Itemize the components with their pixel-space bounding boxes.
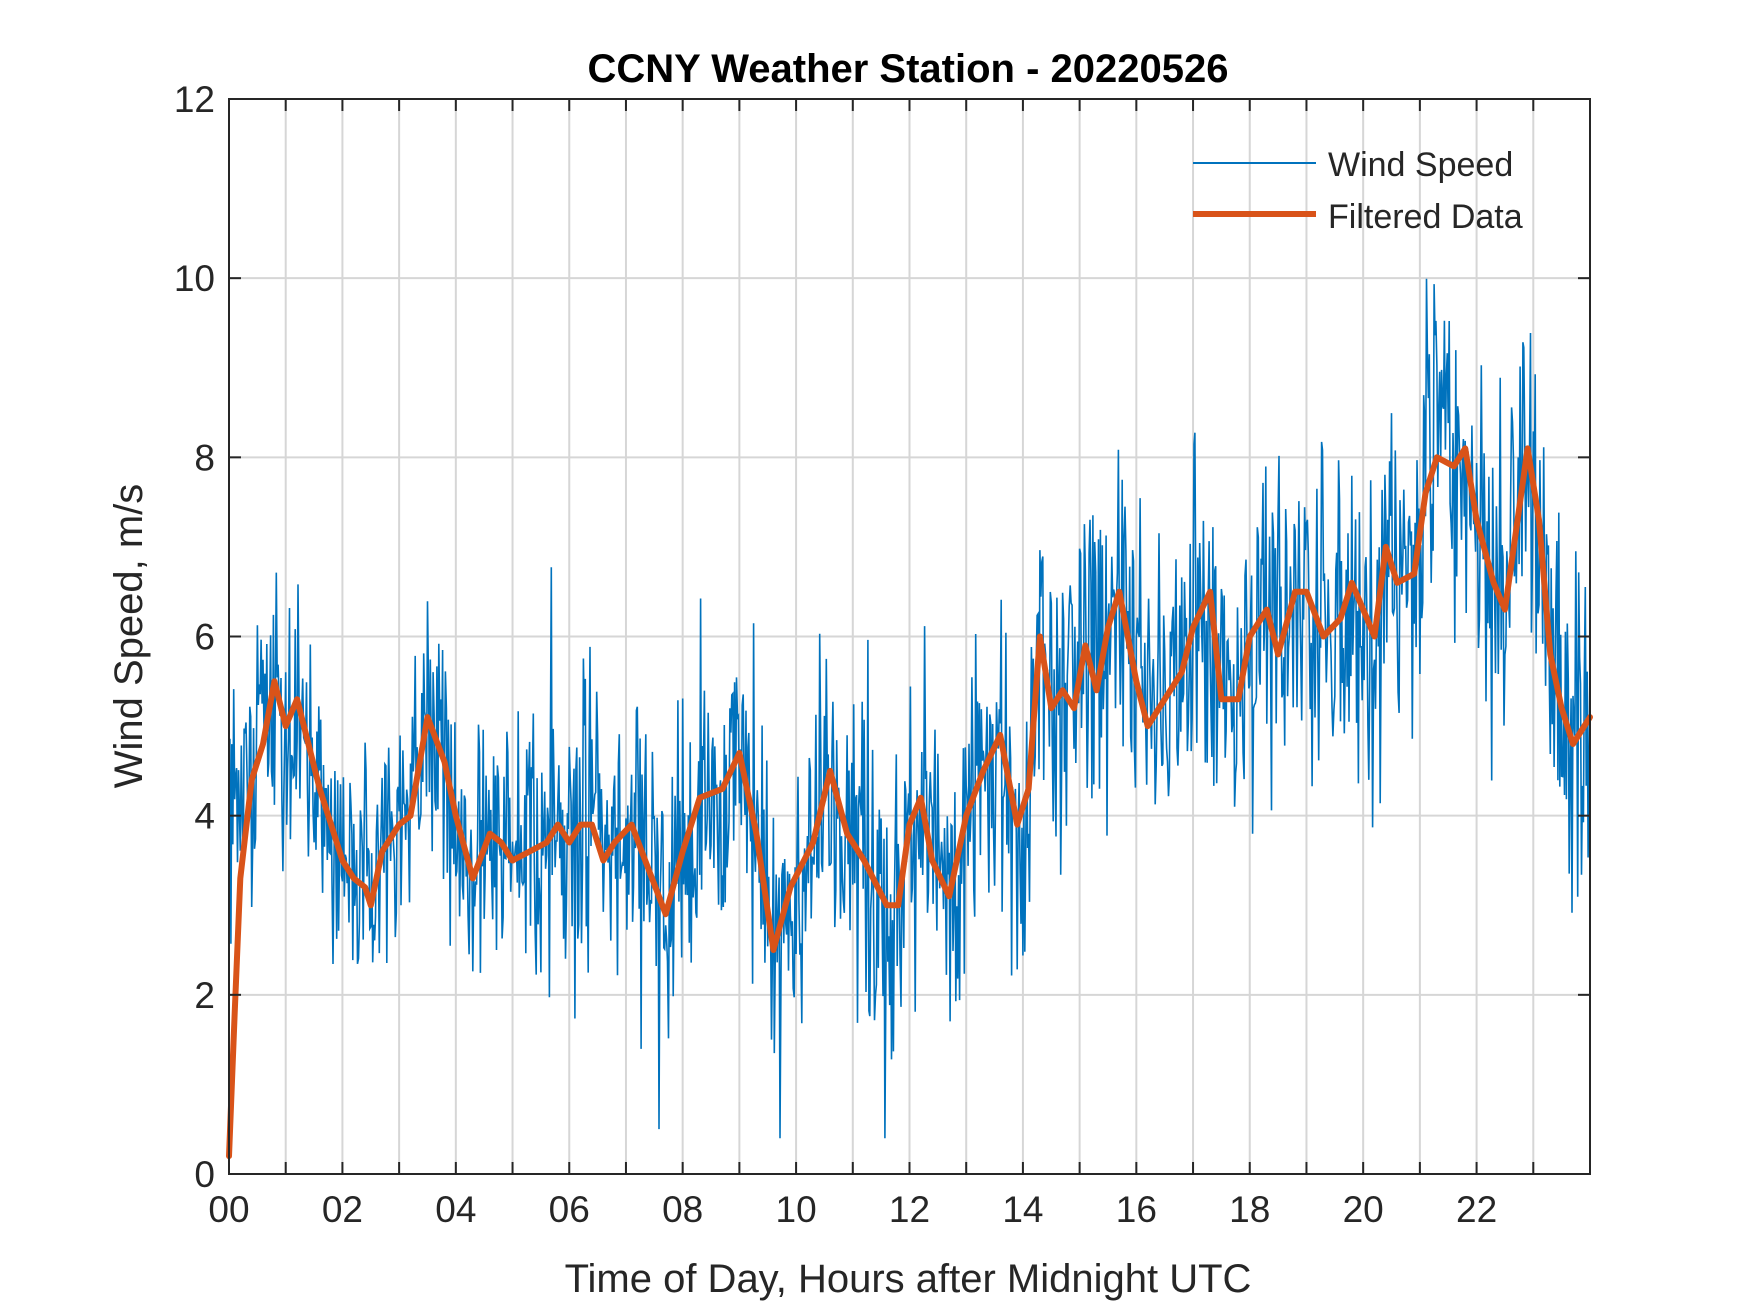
x-tick-label: 22 xyxy=(1456,1189,1497,1230)
y-tick-label: 4 xyxy=(194,796,215,837)
x-tick-label: 10 xyxy=(776,1189,817,1230)
y-axis-label: Wind Speed, m/s xyxy=(107,484,151,789)
filtered-data-line xyxy=(226,445,1593,1160)
legend-wind-speed-label: Wind Speed xyxy=(1328,146,1513,184)
x-tick-label: 14 xyxy=(1002,1189,1043,1230)
x-tick-label: 12 xyxy=(889,1189,930,1230)
x-tick-label: 08 xyxy=(662,1189,703,1230)
y-tick-label: 10 xyxy=(174,258,215,299)
y-tick-label: 8 xyxy=(194,437,215,478)
legend-filtered-data-label: Filtered Data xyxy=(1328,198,1523,236)
y-tick-label: 6 xyxy=(194,617,215,658)
x-tick-label: 00 xyxy=(208,1189,249,1230)
x-tick-label: 18 xyxy=(1229,1189,1270,1230)
grid xyxy=(229,99,1590,1174)
legend: Wind Speed Filtered Data xyxy=(1193,146,1523,236)
series-group xyxy=(226,278,1593,1160)
chart-title: CCNY Weather Station - 20220526 xyxy=(588,47,1229,91)
x-tick-label: 20 xyxy=(1343,1189,1384,1230)
x-axis-label: Time of Day, Hours after Midnight UTC xyxy=(565,1257,1252,1301)
y-tick-label: 2 xyxy=(194,975,215,1016)
x-tick-label: 16 xyxy=(1116,1189,1157,1230)
x-tick-label: 02 xyxy=(322,1189,363,1230)
x-tick-label: 06 xyxy=(549,1189,590,1230)
y-tick-label: 0 xyxy=(194,1154,215,1195)
x-tick-label: 04 xyxy=(435,1189,476,1230)
y-tick-label: 12 xyxy=(174,79,215,120)
